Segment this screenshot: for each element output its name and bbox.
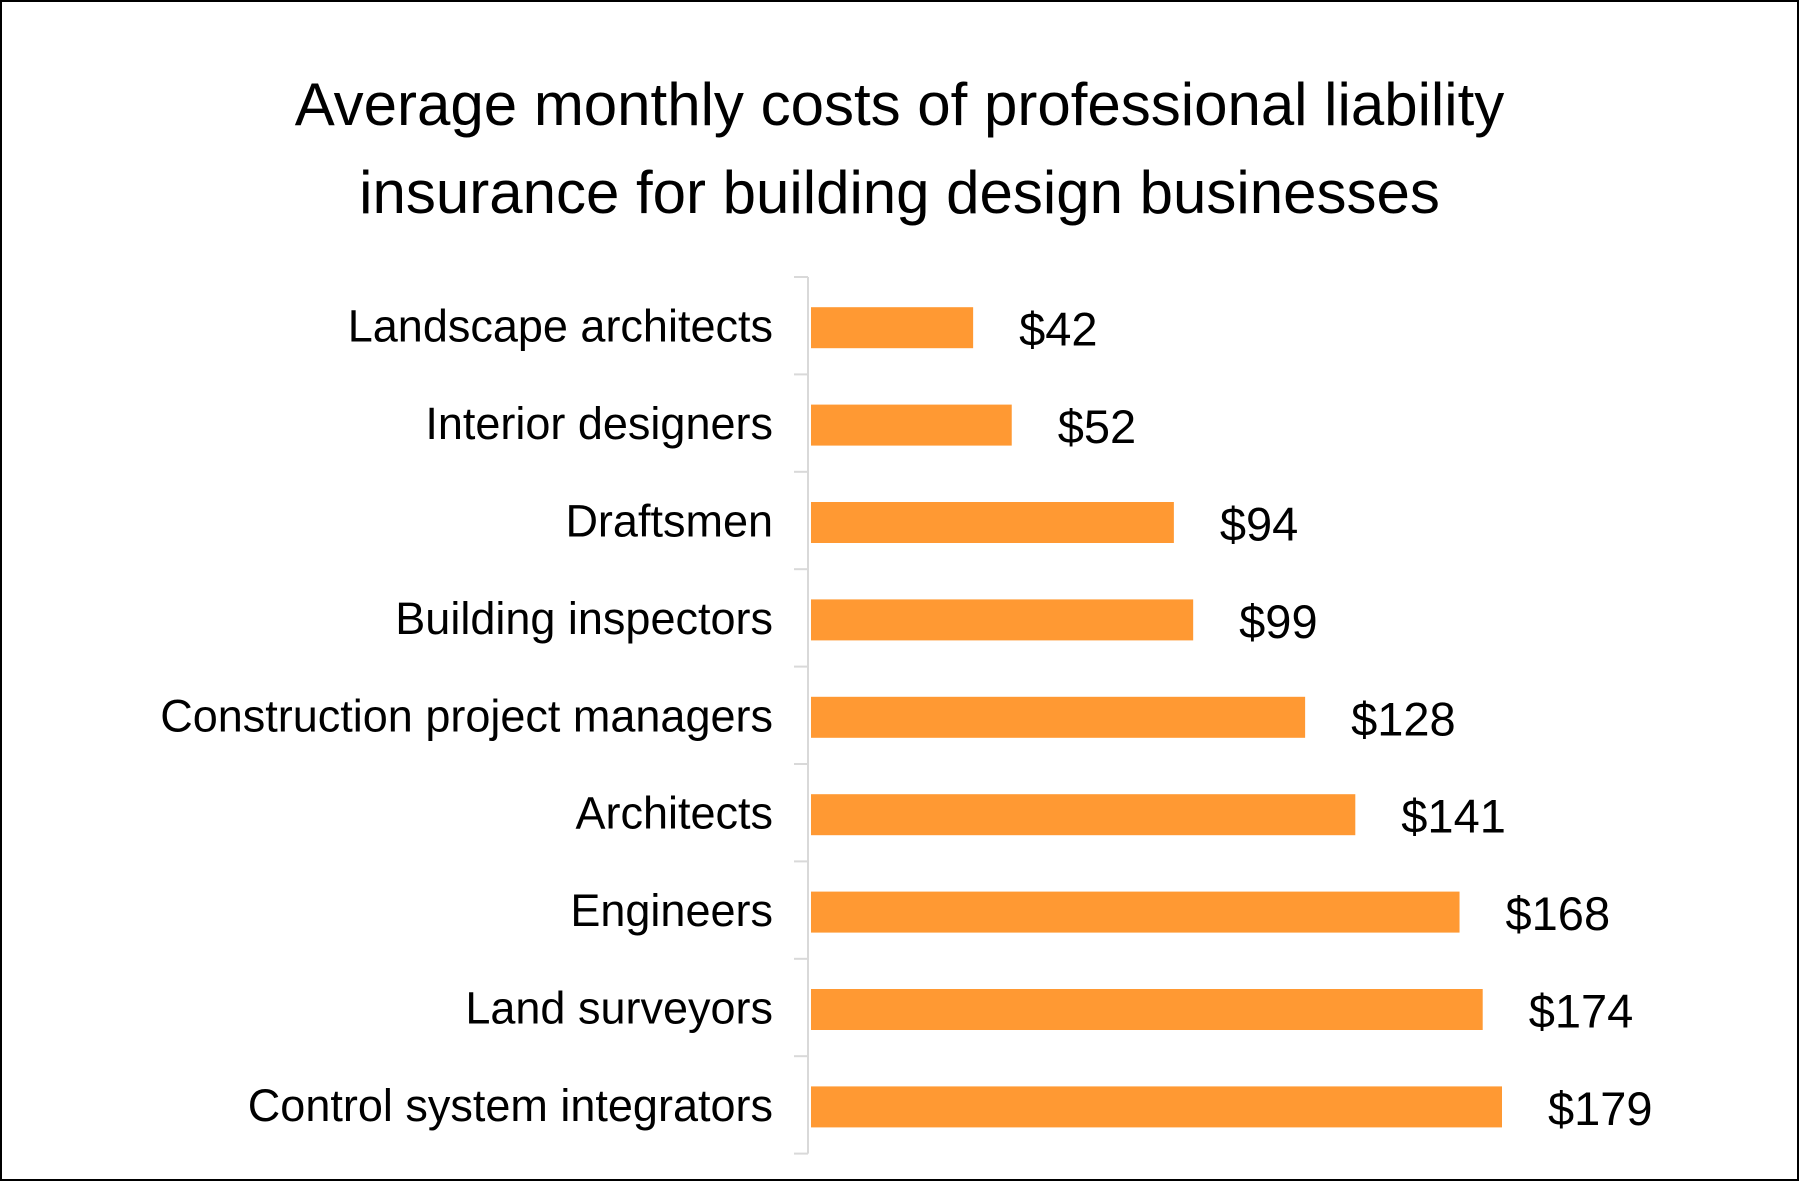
bar [811,1086,1502,1128]
data-label: $99 [1239,595,1317,648]
category-label: Land surveyors [465,983,773,1034]
category-label: Draftsmen [565,496,773,547]
data-label: $42 [1019,303,1097,356]
data-label: $168 [1506,887,1611,940]
category-label: Landscape architects [348,301,773,352]
data-label: $174 [1529,985,1634,1038]
data-label: $128 [1351,692,1456,745]
bar [811,696,1306,738]
bar [811,502,1174,543]
chart-title-line-1: Average monthly costs of professional li… [294,71,1505,138]
bar [811,989,1483,1030]
bar [811,404,1012,446]
data-label: $94 [1220,498,1298,551]
category-label: Engineers [570,885,773,936]
bar [811,307,974,349]
category-label: Control system integrators [248,1080,773,1131]
bar [811,794,1356,836]
data-label: $141 [1401,790,1506,843]
chart-title-line-2: insurance for building design businesses [359,159,1440,226]
data-label: $179 [1548,1082,1653,1135]
bar [811,599,1194,641]
category-label: Interior designers [425,398,773,449]
category-label: Building inspectors [395,593,773,644]
data-label: $52 [1058,400,1136,453]
category-label: Construction project managers [160,690,773,741]
category-label: Architects [575,788,773,839]
bar [811,891,1460,933]
